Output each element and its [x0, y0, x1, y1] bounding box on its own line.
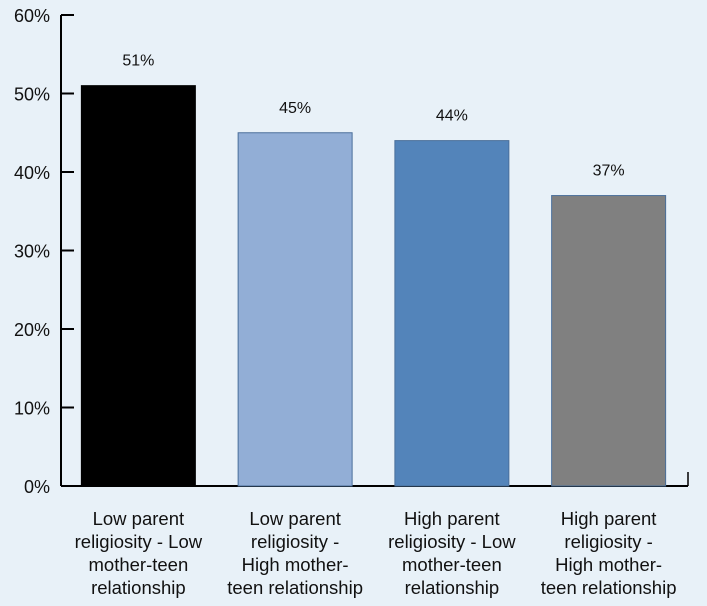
- x-category-label-line: relationship: [91, 577, 186, 598]
- x-category-label-line: religiosity - Low: [388, 531, 516, 552]
- bar-value-label: 51%: [122, 53, 154, 70]
- x-category-label-line: High mother-: [555, 554, 662, 575]
- bars: [80, 85, 667, 487]
- x-category-label: Low parent religiosity -High mother-teen …: [227, 508, 363, 598]
- y-tick-label: 50%: [14, 85, 50, 105]
- x-category-label-line: Low parent: [93, 508, 185, 529]
- bar-value-label: 44%: [436, 108, 468, 125]
- x-category-label-line: religiosity - Low: [75, 531, 203, 552]
- x-category-label: High parent religiosity - Low mother-teen r…: [388, 508, 516, 598]
- y-ticks: 0% 10% 20% 30% 40% 50% 60%: [14, 6, 74, 497]
- x-category-label: High parent religiosity -High mother-teen…: [541, 508, 677, 598]
- x-category-label-line: mother-teen: [89, 554, 189, 575]
- y-tick-label: 10%: [14, 399, 50, 419]
- x-category-label-line: teen relationship: [541, 577, 677, 598]
- x-category-label-line: teen relationship: [227, 577, 363, 598]
- x-category-label-line: Low parent: [249, 508, 341, 529]
- x-category-label-line: High mother-: [242, 554, 349, 575]
- x-category-label: Low parent religiosity - Low mother-teen re…: [75, 508, 203, 598]
- y-tick-label: 30%: [14, 242, 50, 262]
- bar: [394, 140, 510, 487]
- x-category-label-line: religiosity -: [564, 531, 652, 552]
- category-labels: Low parent religiosity - Low mother-teen re…: [75, 508, 677, 598]
- bar: [80, 85, 196, 487]
- bar-value-label: 37%: [593, 163, 625, 180]
- x-category-label-line: mother-teen: [402, 554, 502, 575]
- bar-value-label: 45%: [279, 100, 311, 117]
- y-tick-label: 20%: [14, 320, 50, 340]
- y-tick-label: 0%: [24, 477, 50, 497]
- x-category-label-line: relationship: [405, 577, 500, 598]
- x-category-label-line: religiosity -: [251, 531, 339, 552]
- x-category-label-line: High parent: [561, 508, 657, 529]
- y-tick-label: 60%: [14, 6, 50, 26]
- y-tick-label: 40%: [14, 163, 50, 183]
- bar: [551, 195, 667, 487]
- bar: [237, 132, 353, 487]
- data-labels: 51% 45% 44% 37%: [122, 53, 624, 180]
- x-category-label-line: High parent: [404, 508, 500, 529]
